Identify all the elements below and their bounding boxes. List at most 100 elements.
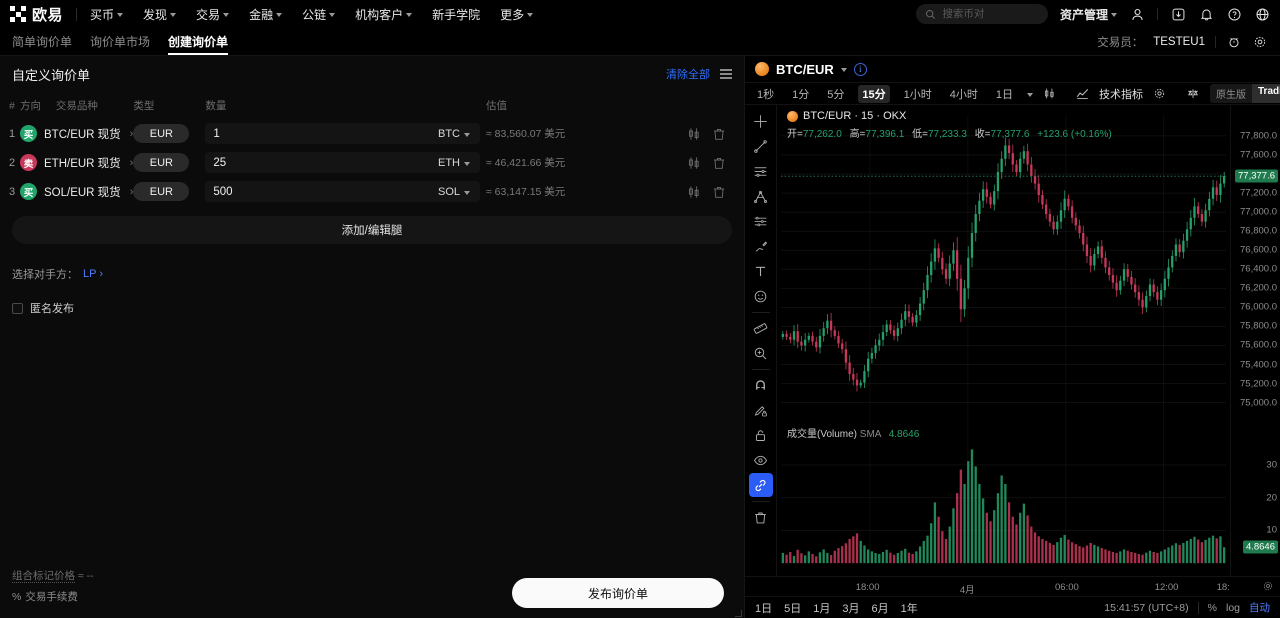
- settings-icon[interactable]: [1252, 34, 1268, 50]
- clear-all-button[interactable]: 清除全部: [666, 69, 710, 81]
- quantity-input[interactable]: [213, 185, 438, 198]
- zoom-icon[interactable]: [749, 341, 773, 365]
- lock-icon[interactable]: [749, 423, 773, 447]
- tab-rfq-market[interactable]: 询价单市场: [90, 35, 151, 49]
- eye-icon[interactable]: [749, 448, 773, 472]
- candlestick-chart-icon[interactable]: [686, 126, 702, 142]
- anonymous-checkbox[interactable]: [12, 302, 23, 314]
- quantity-input[interactable]: [213, 127, 438, 140]
- timeframe-5m[interactable]: 5分: [827, 88, 845, 101]
- counterparty-selector[interactable]: LP ›: [83, 268, 103, 280]
- candlestick-chart-icon[interactable]: [686, 184, 702, 200]
- axis-settings-icon[interactable]: [1262, 580, 1274, 595]
- timeframe-1h[interactable]: 1小时: [903, 88, 932, 101]
- nav-item-trade[interactable]: 交易: [196, 6, 230, 23]
- rfq-panel-header: 自定义询价单 清除全部: [0, 62, 744, 86]
- okx-logo[interactable]: 欧易: [10, 4, 63, 25]
- chart-plot-area[interactable]: BTC/EUR · 15 · OKX 开=77,262.0 高=77,396.1…: [777, 105, 1230, 576]
- panel-menu-icon[interactable]: [720, 69, 732, 79]
- magnet-icon[interactable]: [749, 373, 773, 397]
- leg-instrument-cell[interactable]: 卖 ETH/EUR 现货 ›: [20, 148, 133, 177]
- trash-icon[interactable]: [749, 505, 773, 529]
- quantity-field[interactable]: SOL: [205, 181, 480, 202]
- range-5d[interactable]: 5日: [784, 602, 802, 615]
- log-scale-button[interactable]: log: [1225, 601, 1240, 614]
- horizontal-lines-icon[interactable]: [749, 159, 773, 183]
- unit-selector[interactable]: ETH: [438, 157, 472, 169]
- nav-item-discover[interactable]: 发现: [143, 6, 177, 23]
- compare-icon[interactable]: [1186, 86, 1200, 102]
- nav-item-finance[interactable]: 金融: [249, 6, 283, 23]
- auto-scale-button[interactable]: 自动: [1249, 602, 1270, 614]
- leg-instrument-cell[interactable]: 买 BTC/EUR 现货 ›: [20, 119, 133, 148]
- nav-item-buy-crypto[interactable]: 买币: [90, 6, 124, 23]
- currency-pill[interactable]: EUR: [133, 124, 190, 143]
- delete-leg-icon[interactable]: [711, 155, 727, 171]
- range-1y[interactable]: 1年: [900, 602, 918, 615]
- chevron-down-icon[interactable]: [1027, 92, 1033, 97]
- currency-pill[interactable]: EUR: [133, 153, 190, 172]
- nav-item-asset-management[interactable]: 资产管理: [1060, 6, 1117, 23]
- indicator-settings-icon[interactable]: [1153, 86, 1166, 102]
- emoji-icon[interactable]: [749, 284, 773, 308]
- chevron-down-icon[interactable]: [840, 68, 847, 72]
- unit-selector[interactable]: BTC: [438, 128, 472, 140]
- search-input[interactable]: [942, 8, 1040, 20]
- timeframe-1s[interactable]: 1秒: [757, 88, 775, 101]
- nav-item-academy[interactable]: 新手学院: [432, 6, 480, 23]
- range-3mo[interactable]: 3月: [842, 602, 860, 615]
- text-icon[interactable]: [749, 259, 773, 283]
- tab-simple-rfq[interactable]: 简单询价单: [12, 35, 73, 49]
- link-icon[interactable]: [748, 473, 773, 497]
- quantity-input[interactable]: [213, 156, 438, 169]
- quantity-field[interactable]: BTC: [205, 123, 480, 144]
- publish-rfq-button[interactable]: 发布询价单: [512, 578, 724, 608]
- nav-item-chain[interactable]: 公链: [302, 6, 336, 23]
- timeframe-4h[interactable]: 4小时: [949, 88, 978, 101]
- ruler-icon[interactable]: [749, 316, 773, 340]
- candlestick-chart-icon[interactable]: [686, 155, 702, 171]
- timeframe-1d[interactable]: 1日: [995, 88, 1013, 101]
- range-1d[interactable]: 1日: [755, 602, 773, 615]
- tab-create-rfq[interactable]: 创建询价单: [168, 28, 229, 55]
- nav-item-more[interactable]: 更多: [500, 6, 534, 23]
- timeframe-1m[interactable]: 1分: [792, 88, 810, 101]
- pattern-icon[interactable]: [749, 209, 773, 233]
- fib-pitchfork-icon[interactable]: [749, 184, 773, 208]
- chart-engine-native[interactable]: 原生版: [1216, 90, 1246, 101]
- unit-selector[interactable]: SOL: [438, 186, 472, 198]
- alarm-icon[interactable]: [1226, 34, 1242, 50]
- currency-pill[interactable]: EUR: [133, 182, 190, 201]
- info-icon[interactable]: i: [853, 62, 867, 76]
- time-axis[interactable]: 18:00 4月 06:00 12:00 18:: [745, 576, 1280, 596]
- indicators-icon[interactable]: [1076, 86, 1089, 102]
- indicators-label[interactable]: 技术指标: [1099, 88, 1143, 101]
- panel-resize-handle[interactable]: [735, 610, 742, 617]
- instrument-name: SOL/EUR 现货: [44, 186, 121, 199]
- quantity-field[interactable]: ETH: [205, 152, 480, 173]
- delete-leg-icon[interactable]: [711, 184, 727, 200]
- percent-scale-button[interactable]: %: [1207, 601, 1217, 614]
- range-1mo[interactable]: 1月: [813, 602, 831, 615]
- download-icon[interactable]: [1170, 6, 1186, 22]
- user-icon[interactable]: [1129, 6, 1145, 22]
- pencil-lock-icon[interactable]: [749, 398, 773, 422]
- crosshair-icon[interactable]: [749, 109, 773, 133]
- side-badge: 卖: [20, 154, 37, 171]
- candlestick-type-icon[interactable]: [1043, 86, 1056, 102]
- help-icon[interactable]: [1226, 6, 1242, 22]
- timeframe-15m[interactable]: 15分: [858, 84, 890, 103]
- globe-icon[interactable]: [1254, 6, 1270, 22]
- bell-icon[interactable]: [1198, 6, 1214, 22]
- search-container[interactable]: [915, 4, 1048, 24]
- delete-leg-icon[interactable]: [711, 126, 727, 142]
- range-6mo[interactable]: 6月: [871, 602, 889, 615]
- price-axis[interactable]: 77,800.077,600.077,400.077,200.077,000.0…: [1230, 105, 1280, 576]
- brush-icon[interactable]: [749, 234, 773, 258]
- leg-instrument-cell[interactable]: 买 SOL/EUR 现货 ›: [20, 177, 133, 206]
- chart-engine-tradingview[interactable]: TradingView: [1252, 84, 1280, 103]
- add-edit-leg-button[interactable]: 添加/编辑腿: [12, 216, 732, 244]
- chevron-down-icon: [464, 161, 470, 166]
- trendline-icon[interactable]: [749, 134, 773, 158]
- nav-item-institutional[interactable]: 机构客户: [355, 6, 413, 23]
